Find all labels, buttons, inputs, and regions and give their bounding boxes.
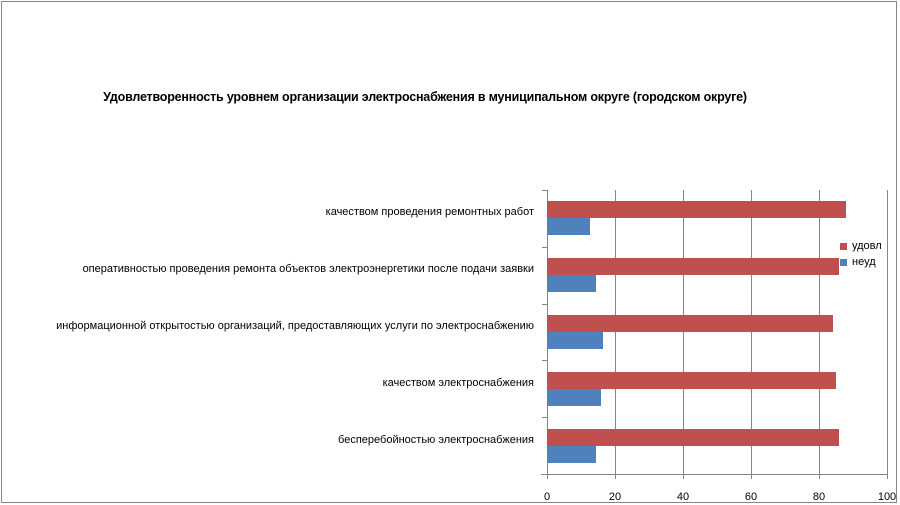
legend-swatch-blue bbox=[840, 258, 847, 266]
bar-unsatisfied bbox=[547, 218, 590, 235]
legend-label: неуд bbox=[852, 256, 876, 268]
legend-swatch-red bbox=[840, 242, 847, 250]
legend-item-satisfied: удовл bbox=[840, 238, 882, 254]
y-tick bbox=[542, 190, 547, 191]
category-label: бесперебойностью электроснабжения bbox=[338, 434, 534, 446]
x-tick bbox=[683, 474, 684, 479]
y-tick bbox=[542, 474, 547, 475]
x-tick-label: 100 bbox=[877, 491, 897, 503]
x-tick-label: 80 bbox=[812, 491, 826, 503]
x-tick-label: 0 bbox=[543, 491, 551, 503]
bar-unsatisfied bbox=[547, 275, 596, 292]
bar-unsatisfied bbox=[547, 332, 603, 349]
bar-satisfied bbox=[547, 258, 839, 275]
x-axis bbox=[541, 474, 887, 475]
bar-unsatisfied bbox=[547, 446, 596, 463]
x-tick-label: 20 bbox=[608, 491, 622, 503]
bar-satisfied bbox=[547, 201, 846, 218]
y-tick bbox=[542, 360, 547, 361]
y-tick bbox=[542, 417, 547, 418]
chart-title: Удовлетворенность уровнем организации эл… bbox=[103, 90, 747, 104]
x-tick-label: 40 bbox=[676, 491, 690, 503]
x-tick-label: 60 bbox=[744, 491, 758, 503]
y-tick bbox=[542, 304, 547, 305]
legend-item-unsatisfied: неуд bbox=[840, 254, 882, 270]
x-tick bbox=[887, 474, 888, 479]
category-label: качеством проведения ремонтных работ bbox=[325, 206, 534, 218]
x-tick bbox=[547, 474, 548, 479]
y-tick bbox=[542, 247, 547, 248]
legend: удовл неуд bbox=[840, 238, 882, 270]
category-label: информационной открытостью организаций, … bbox=[56, 320, 534, 332]
category-label: качеством электроснабжения bbox=[382, 377, 534, 389]
plot-area bbox=[541, 190, 888, 479]
gridline bbox=[819, 190, 820, 474]
bar-satisfied bbox=[547, 429, 839, 446]
x-tick bbox=[819, 474, 820, 479]
bar-satisfied bbox=[547, 372, 836, 389]
gridline bbox=[751, 190, 752, 474]
legend-label: удовл bbox=[852, 240, 882, 252]
gridline bbox=[683, 190, 684, 474]
gridline bbox=[615, 190, 616, 474]
x-tick bbox=[615, 474, 616, 479]
bar-satisfied bbox=[547, 315, 833, 332]
bar-unsatisfied bbox=[547, 389, 601, 406]
category-label: оперативностью проведения ремонта объект… bbox=[82, 263, 534, 275]
gridline bbox=[887, 190, 888, 474]
x-tick bbox=[751, 474, 752, 479]
